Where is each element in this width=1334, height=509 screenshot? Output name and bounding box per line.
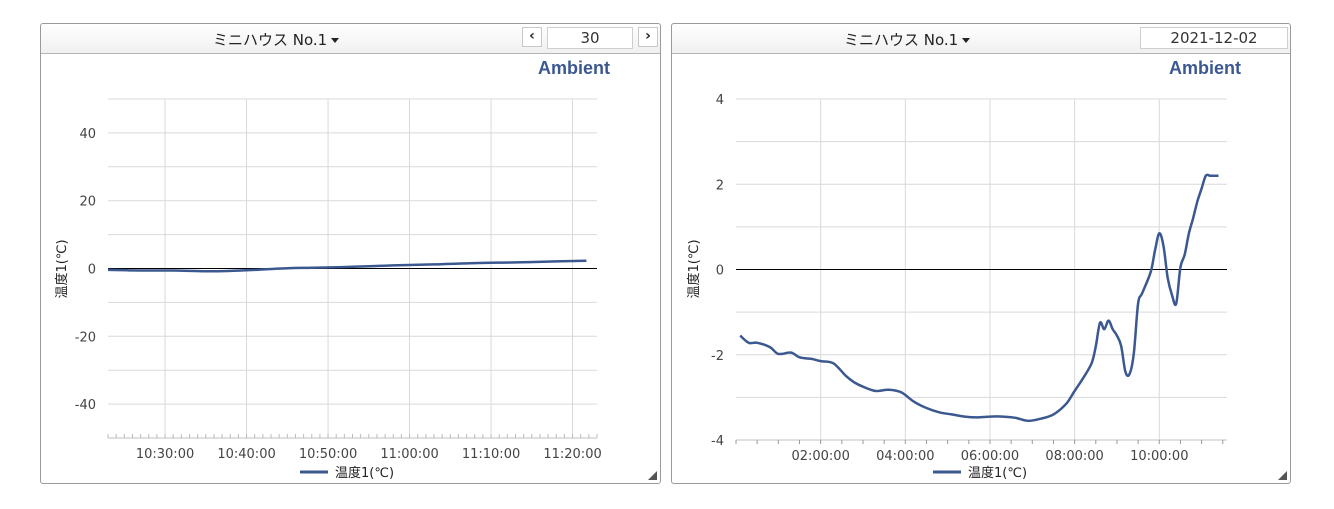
y-tick-label: -2 <box>711 349 724 364</box>
x-tick-label: 11:10:00 <box>462 447 520 462</box>
chevron-right-icon: › <box>645 28 651 44</box>
device-title: ミニハウス No.1 <box>844 31 959 49</box>
panel-header: ミニハウス No.1 <box>672 24 1290 54</box>
y-tick-labels: 40 20 0 -20 -40 <box>75 127 96 413</box>
chart-daily: 4 2 0 -2 -4 02:00:00 04:00:00 06:00:00 08:00:00… <box>686 93 1227 481</box>
y-tick-label: 2 <box>716 178 724 193</box>
ambient-logo: Ambient <box>1169 58 1241 78</box>
y-tick-labels: 4 2 0 -2 -4 <box>711 93 724 449</box>
x-tick-label: 04:00:00 <box>876 449 934 464</box>
y-tick-label: 40 <box>79 127 96 142</box>
caret-down-icon <box>962 38 971 43</box>
panel-header: ミニハウス No.1 ‹ › <box>41 24 660 54</box>
x-tick-labels: 10:30:00 10:40:00 10:50:00 11:00:00 11:10:00… <box>136 447 602 462</box>
x-tick-label: 10:50:00 <box>299 447 357 462</box>
y-tick-label: -4 <box>711 434 724 449</box>
ambient-logo: Ambient <box>538 58 610 78</box>
x-tick-label: 10:00:00 <box>1130 449 1188 464</box>
chart-realtime: 40 20 0 -20 -40 10:30:00 10:40:00 10:50:00 11:0… <box>54 98 602 481</box>
y-tick-label: 4 <box>716 93 724 108</box>
x-tick-label: 10:40:00 <box>217 447 275 462</box>
resize-handle[interactable] <box>1278 471 1287 480</box>
x-tick-labels: 02:00:00 04:00:00 06:00:00 08:00:00 10:00:00 <box>791 449 1188 464</box>
minor-ticks <box>735 440 1224 444</box>
x-tick-label: 11:20:00 <box>543 447 601 462</box>
x-tick-label: 06:00:00 <box>961 449 1019 464</box>
device-select[interactable]: ミニハウス No.1 <box>213 29 340 50</box>
y-tick-label: 20 <box>79 195 96 210</box>
x-tick-label: 11:00:00 <box>380 447 438 462</box>
prev-period-button[interactable]: ‹ <box>522 27 542 47</box>
resize-handle[interactable] <box>648 471 657 480</box>
y-tick-label: 0 <box>716 264 724 279</box>
device-select[interactable]: ミニハウス No.1 <box>844 29 971 50</box>
legend-label: 温度1(℃) <box>335 465 394 481</box>
date-input[interactable] <box>1140 27 1288 49</box>
y-tick-label: 0 <box>88 263 96 278</box>
legend-label: 温度1(℃) <box>968 465 1027 481</box>
legend: 温度1(℃) <box>300 465 394 481</box>
y-tick-label: -20 <box>75 330 96 345</box>
x-tick-label: 08:00:00 <box>1045 449 1103 464</box>
device-title: ミニハウス No.1 <box>213 31 328 49</box>
chevron-left-icon: ‹ <box>529 28 535 44</box>
y-axis-title: 温度1(℃) <box>54 239 70 298</box>
chart-panel-daily: ミニハウス No.1 Ambient 4 2 0 -2 -4 02:00:00 04:00… <box>671 23 1291 484</box>
legend: 温度1(℃) <box>933 465 1027 481</box>
x-tick-label: 10:30:00 <box>136 447 194 462</box>
chart-panel-realtime: ミニハウス No.1 ‹ › Ambient 40 20 0 -20 -40 10:30… <box>40 23 661 484</box>
period-input[interactable] <box>547 27 633 49</box>
series-line <box>107 259 587 273</box>
caret-down-icon <box>331 38 340 43</box>
y-tick-label: -40 <box>75 398 96 413</box>
x-tick-label: 02:00:00 <box>791 449 849 464</box>
minor-ticks <box>107 434 598 438</box>
next-period-button[interactable]: › <box>638 27 658 47</box>
y-axis-title: 温度1(℃) <box>686 239 702 298</box>
series-line <box>739 173 1219 423</box>
